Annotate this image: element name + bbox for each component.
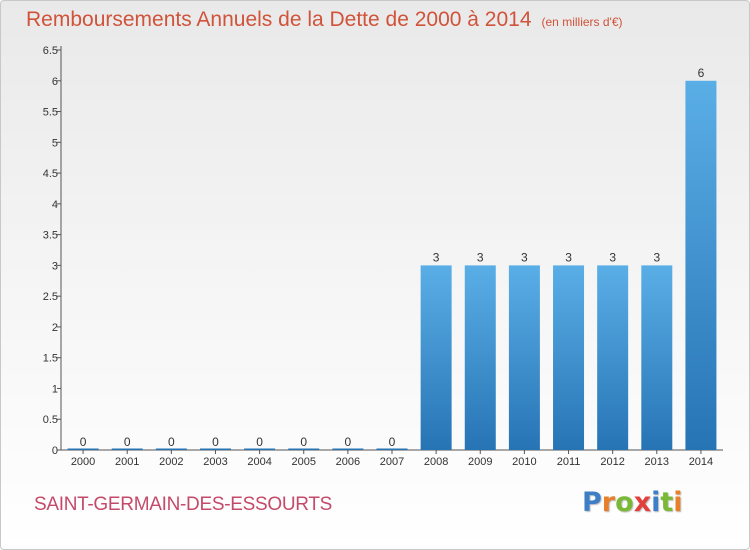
chart-title: Remboursements Annuels de la Dette de 20…: [26, 8, 623, 32]
bar: [111, 448, 143, 450]
bar: [420, 265, 452, 450]
bar-value-label: 6: [698, 66, 705, 80]
bar-value-label: 0: [80, 435, 87, 449]
bar: [155, 448, 187, 450]
bar: [199, 448, 231, 450]
x-tick-label: 2006: [336, 456, 360, 468]
y-tick-label: 1: [52, 383, 58, 395]
bar: [464, 265, 496, 450]
bar-value-label: 3: [521, 250, 528, 264]
bar-value-label: 3: [609, 250, 616, 264]
bar-value-label: 0: [124, 435, 131, 449]
y-tick-label: 3: [52, 260, 58, 272]
proxiti-logo: Proxiti: [582, 487, 683, 518]
y-tick-label: 5: [52, 137, 58, 149]
x-tick-label: 2011: [557, 456, 581, 468]
y-tick-label: 6: [52, 76, 58, 88]
bar-value-label: 0: [168, 435, 175, 449]
x-tick-label: 2000: [71, 456, 95, 468]
commune-name: SAINT-GERMAIN-DES-ESSOURTS: [34, 494, 333, 515]
y-tick-label: 0.5: [43, 414, 58, 426]
y-tick-label: 6.5: [43, 45, 58, 57]
y-tick-label: 4.5: [43, 168, 58, 180]
y-tick-label: 3.5: [43, 230, 58, 242]
logo-letter: i: [651, 487, 661, 518]
bar-value-label: 0: [256, 435, 263, 449]
x-tick-label: 2007: [380, 456, 404, 468]
y-tick-label: 2.5: [43, 291, 58, 303]
bar-value-label: 0: [345, 435, 352, 449]
bar: [244, 448, 276, 450]
logo-letter: x: [633, 487, 652, 518]
x-tick-label: 2009: [468, 456, 492, 468]
y-tick-label: 1.5: [43, 353, 58, 365]
logo-letter: P: [582, 487, 602, 518]
y-tick-label: 2: [52, 322, 58, 334]
bar: [597, 265, 629, 450]
x-tick-label: 2012: [600, 456, 624, 468]
bar: [685, 80, 717, 451]
logo-letter: r: [601, 487, 616, 518]
bar: [332, 448, 364, 450]
bar-value-label: 3: [653, 250, 660, 264]
bar-value-label: 3: [433, 250, 440, 264]
logo-letter: o: [615, 487, 634, 518]
x-tick-label: 2014: [689, 456, 713, 468]
y-tick-label: 4: [52, 199, 58, 211]
x-tick-label: 2002: [159, 456, 183, 468]
bar: [641, 265, 673, 450]
bar-value-label: 3: [565, 250, 572, 264]
x-tick-label: 2008: [424, 456, 448, 468]
bar-value-label: 0: [212, 435, 219, 449]
x-tick-label: 2010: [512, 456, 536, 468]
bar: [67, 448, 99, 450]
bar-value-label: 0: [389, 435, 396, 449]
x-tick-label: 2005: [291, 456, 315, 468]
bar: [508, 265, 540, 450]
x-tick-label: 2001: [115, 456, 139, 468]
chart-subtitle: (en milliers d'€): [541, 15, 623, 29]
x-tick-label: 2003: [203, 456, 227, 468]
bar-value-label: 3: [477, 250, 484, 264]
bar-value-label: 0: [300, 435, 307, 449]
logo-letter: t: [660, 487, 674, 518]
y-tick-label: 5.5: [43, 107, 58, 119]
y-tick-label: 0: [52, 445, 58, 457]
x-tick-label: 2004: [247, 456, 271, 468]
bar: [553, 265, 585, 450]
x-tick-label: 2013: [645, 456, 669, 468]
bar: [288, 448, 320, 450]
bar: [376, 448, 408, 450]
logo-letter: i: [673, 487, 683, 518]
chart-title-text: Remboursements Annuels de la Dette de 20…: [26, 8, 532, 31]
